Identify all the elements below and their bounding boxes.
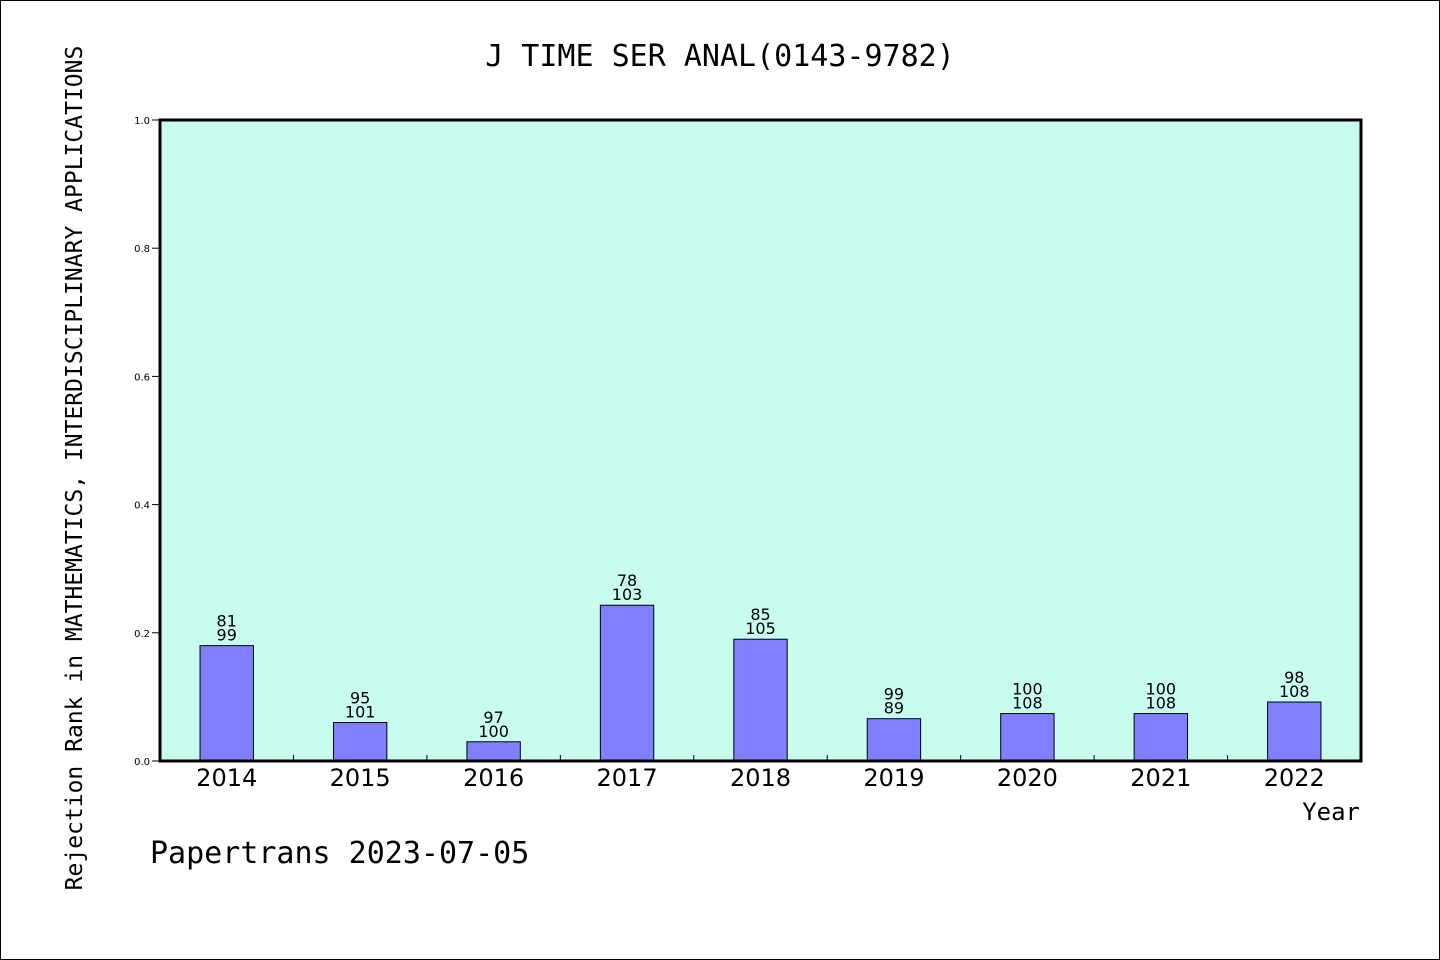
y-tick-label: 0.0 [134, 757, 150, 768]
bar-2019 [866, 718, 922, 762]
data-label-bottom: 99 [217, 626, 237, 645]
data-label-bottom: 108 [1012, 694, 1043, 713]
bar-2021 [1133, 713, 1189, 762]
bar-2018 [733, 638, 788, 762]
bar-2020 [1000, 713, 1055, 762]
data-label-bottom: 108 [1279, 682, 1310, 701]
data-label-bottom: 100 [478, 722, 509, 741]
x-axis-ticks: 2014 2015 2016 2017 2018 2019 2020 2021 2022 [196, 755, 1325, 792]
data-label-top: 98 [1284, 668, 1304, 687]
data-label-bottom: 103 [612, 585, 643, 604]
y-tick-label: 0.8 [134, 244, 150, 255]
data-label-top: 95 [350, 689, 370, 708]
y-tick-label: 0.2 [134, 629, 150, 640]
chart-title: J TIME SER ANAL(0143-9782) [485, 39, 955, 74]
y-tick-label: 0.6 [134, 372, 150, 383]
x-axis-title: Year [1302, 798, 1360, 826]
x-tick-label: 2018 [730, 764, 791, 792]
data-label-top: 81 [217, 612, 237, 631]
x-tick-label: 2017 [597, 764, 658, 792]
bar-2017 [599, 604, 655, 762]
data-label-bottom: 105 [745, 619, 776, 638]
data-label-top: 85 [750, 605, 770, 624]
watermark-text: Papertrans 2023-07-05 [150, 836, 529, 871]
x-tick-label: 2016 [463, 764, 524, 792]
data-label-top: 99 [884, 685, 904, 704]
bar-2022 [1267, 701, 1322, 762]
x-tick-label: 2019 [863, 764, 924, 792]
bar-2015 [332, 722, 388, 762]
x-tick-label: 2015 [330, 764, 391, 792]
data-label-bottom: 108 [1146, 694, 1177, 713]
data-label-top: 100 [1146, 680, 1177, 699]
y-axis-title: Rejection Rank in MATHEMATICS, INTERDISC… [62, 46, 88, 891]
data-label-top: 100 [1012, 680, 1043, 699]
bar-2014 [199, 645, 254, 762]
y-tick-label: 1.0 [134, 116, 150, 127]
y-tick-label: 0.4 [134, 501, 150, 512]
plot-border [158, 118, 1363, 763]
data-label-top: 78 [617, 571, 637, 590]
data-label-bottom: 89 [884, 699, 904, 718]
bar-2016 [466, 741, 521, 762]
x-tick-label: 2020 [997, 764, 1058, 792]
y-axis-ticks: 0.0 0.2 0.4 0.6 0.8 1.0 [134, 116, 160, 768]
x-tick-label: 2014 [196, 764, 257, 792]
x-tick-label: 2021 [1130, 764, 1191, 792]
bars-group [199, 604, 1322, 762]
data-label-top: 97 [483, 708, 503, 727]
x-tick-label: 2022 [1264, 764, 1325, 792]
data-label-bottom: 101 [345, 703, 376, 722]
